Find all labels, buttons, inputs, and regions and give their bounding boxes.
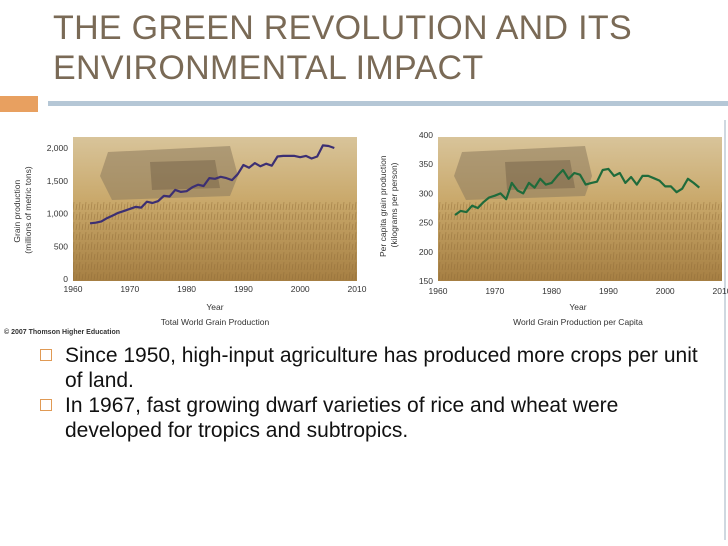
slide-edge-line bbox=[724, 120, 726, 540]
x-tick-label: 1990 bbox=[234, 284, 253, 294]
right-chart-title: World Grain Production per Capita bbox=[513, 317, 643, 327]
left-chart-title: Total World Grain Production bbox=[161, 317, 270, 327]
left-ylabel-line1: Grain production bbox=[12, 179, 22, 242]
x-tick-label: 1960 bbox=[429, 286, 448, 296]
y-tick-label: 2,000 bbox=[47, 143, 69, 153]
right-ylabel-line1: Per capita grain production bbox=[378, 155, 388, 257]
right-y-axis-label: Per capita grain production (kilograms p… bbox=[378, 153, 399, 257]
title-line-2: ENVIRONMENTAL IMPACT bbox=[53, 49, 484, 87]
x-tick-label: 1960 bbox=[64, 284, 83, 294]
charts-figure: Grain production (millions of metric ton… bbox=[12, 130, 728, 327]
title-divider bbox=[48, 101, 728, 106]
y-tick-label: 400 bbox=[419, 130, 433, 140]
right-ylabel-line2: (kilograms per person) bbox=[389, 162, 399, 247]
bullet-list: Since 1950, high-input agriculture has p… bbox=[40, 344, 720, 443]
y-tick-label: 300 bbox=[419, 188, 433, 198]
right-y-ticks: 150 200 250 300 350 400 bbox=[419, 130, 433, 286]
x-tick-label: 1980 bbox=[177, 284, 196, 294]
series-line bbox=[454, 167, 700, 216]
slide-title: THE GREEN REVOLUTION AND ITS ENVIRONMENT… bbox=[53, 8, 728, 88]
left-chart-background bbox=[73, 137, 357, 281]
x-tick-label: 1990 bbox=[599, 286, 618, 296]
x-tick-label: 1980 bbox=[542, 286, 561, 296]
title-line-1: THE GREEN REVOLUTION AND ITS bbox=[53, 9, 632, 47]
y-tick-label: 500 bbox=[54, 241, 68, 251]
right-x-ticks: 1960 1970 1980 1990 2000 2010 bbox=[429, 286, 728, 296]
right-chart-background bbox=[438, 137, 722, 281]
y-tick-label: 200 bbox=[419, 247, 433, 257]
left-ylabel-line2: (millions of metric tons) bbox=[23, 166, 33, 254]
left-x-ticks: 1960 1970 1980 1990 2000 2010 bbox=[64, 284, 367, 294]
y-tick-label: 1,000 bbox=[47, 209, 69, 219]
x-tick-label: 1970 bbox=[120, 284, 139, 294]
y-tick-label: 150 bbox=[419, 276, 433, 286]
y-tick-label: 0 bbox=[63, 274, 68, 284]
y-tick-label: 250 bbox=[419, 218, 433, 228]
bullet-square-icon bbox=[40, 349, 52, 361]
copyright-notice: © 2007 Thomson Higher Education bbox=[4, 329, 121, 336]
bullet-text: In 1967, fast growing dwarf varieties of… bbox=[65, 394, 619, 442]
x-tick-label: 2010 bbox=[348, 284, 367, 294]
x-tick-label: 2000 bbox=[656, 286, 675, 296]
y-tick-label: 350 bbox=[419, 159, 433, 169]
left-y-axis-label: Grain production (millions of metric ton… bbox=[12, 166, 33, 254]
y-tick-label: 1,500 bbox=[47, 176, 69, 186]
bullet-item: In 1967, fast growing dwarf varieties of… bbox=[40, 394, 720, 443]
x-tick-label: 2010 bbox=[713, 286, 728, 296]
bullet-square-icon bbox=[40, 399, 52, 411]
right-x-axis-label: Year bbox=[569, 302, 586, 312]
series-line bbox=[89, 144, 335, 225]
left-y-ticks: 0 500 1,000 1,500 2,000 bbox=[47, 143, 69, 284]
left-x-axis-label: Year bbox=[206, 302, 223, 312]
bullet-item: Since 1950, high-input agriculture has p… bbox=[40, 344, 720, 393]
right-series-group bbox=[454, 167, 700, 216]
x-tick-label: 1970 bbox=[485, 286, 504, 296]
accent-bar bbox=[0, 96, 38, 112]
x-tick-label: 2000 bbox=[291, 284, 310, 294]
left-series-group bbox=[89, 144, 335, 225]
bullet-text: Since 1950, high-input agriculture has p… bbox=[65, 344, 698, 392]
